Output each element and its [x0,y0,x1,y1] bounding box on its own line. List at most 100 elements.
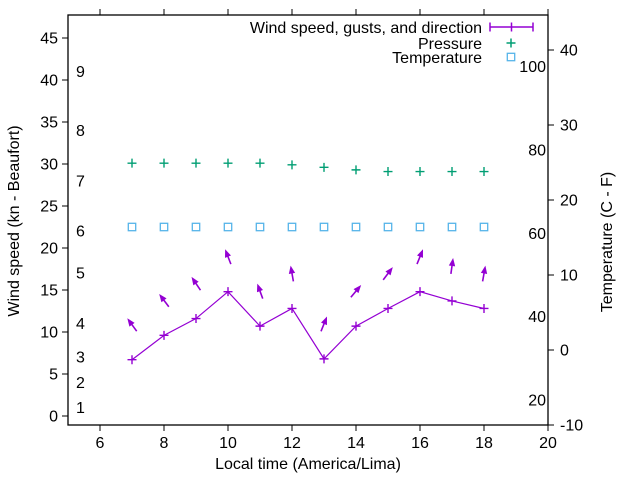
plot-border [67,14,549,426]
pressure-point-marker [255,158,265,168]
beaufort-label: 7 [76,173,85,190]
wind-point-marker [383,303,393,313]
temperature-point-marker [287,222,297,232]
beaufort-label: 6 [76,224,85,241]
arrow-head-icon [191,276,199,286]
pressure-point-marker [127,158,137,168]
wind-direction-arrow [448,257,456,274]
wind-direction-arrow [382,267,393,281]
wind-direction-arrows [127,249,488,332]
kn-tick-label: 30 [40,157,58,174]
legend-wind-label: Wind speed, gusts, and direction [250,20,482,37]
x-tick-label: 12 [283,435,301,452]
wind-speed-line [131,290,485,361]
celsius-tick-label: 0 [560,343,569,360]
celsius-tick-label: 30 [560,118,578,135]
temperature-point-marker [255,222,265,232]
arrow-head-icon [159,293,167,303]
wind-direction-arrow [159,293,170,308]
arrow-head-icon [225,249,231,258]
wind-direction-arrow [191,276,202,291]
wind-point-marker [287,303,297,313]
wind-point-marker [127,355,137,365]
y-axis-right-celsius: -10 0 10 20 30 40 [548,43,583,435]
x-tick-label: 18 [475,435,493,452]
temperature-point-marker [127,222,137,232]
y-axis-left-kn: 0 5 10 15 20 25 30 35 40 45 [40,31,68,426]
arrow-head-icon [448,257,456,267]
arrow-head-icon [480,265,488,275]
celsius-tick-label: 20 [560,193,578,210]
fahrenheit-label: 60 [528,226,546,243]
wind-point-marker [479,303,489,313]
x-tick-label: 6 [96,435,105,452]
pressure-point-marker [415,167,425,177]
pressure-point-marker [479,167,489,177]
wind-point-marker [319,354,329,364]
legend: Wind speed, gusts, and direction Pressur… [250,20,534,67]
arrow-head-icon [321,316,327,326]
wind-point-marker [223,287,233,297]
beaufort-label: 8 [76,123,85,140]
y-axis-left-label: Wind speed (kn - Beaufort) [6,125,23,316]
temperature-point-marker [319,222,329,232]
y-axis-right-label: Temperature (C - F) [599,172,616,312]
kn-tick-label: 10 [40,325,58,342]
temperature-series [127,222,489,232]
legend-wind-sample-icon [489,22,534,32]
beaufort-label: 4 [76,316,85,333]
pressure-point-marker [223,158,233,168]
beaufort-scale: 1 2 3 4 5 6 7 8 9 [76,64,85,417]
x-tick-label: 20 [539,435,557,452]
kn-tick-label: 35 [40,115,58,132]
fahrenheit-label: 100 [519,59,546,76]
celsius-tick-label: 40 [560,43,578,60]
temperature-point-marker [447,222,457,232]
arrow-head-icon [417,249,423,258]
beaufort-label: 1 [76,400,85,417]
wind-direction-arrow [288,265,296,282]
pressure-point-marker [447,167,457,177]
wind-direction-arrow [320,316,327,332]
wind-speed-series [127,287,489,365]
beaufort-label: 9 [76,64,85,81]
kn-tick-label: 20 [40,241,58,258]
pressure-point-marker [159,158,169,168]
arrow-head-icon [385,267,393,276]
wind-point-marker [255,321,265,331]
legend-temperature-label: Temperature [392,50,482,67]
arrow-head-icon [288,265,296,275]
legend-temperature-marker-icon [506,52,516,62]
temperature-point-marker [159,222,169,232]
wind-direction-arrow [127,318,138,332]
pressure-point-marker [287,160,297,170]
x-axis: 6 8 10 12 14 16 18 20 [96,9,557,452]
temperature-point-marker [351,222,361,232]
temperature-point-marker [415,222,425,232]
wind-point-marker [159,330,169,340]
fahrenheit-label: 40 [528,309,546,326]
x-tick-label: 10 [219,435,237,452]
pressure-point-marker [351,165,361,175]
kn-tick-label: 40 [40,73,58,90]
temperature-point-marker [223,222,233,232]
beaufort-label: 5 [76,266,85,283]
wind-point-marker [415,287,425,297]
pressure-point-marker [383,167,393,177]
celsius-tick-label: 10 [560,268,578,285]
celsius-tick-label: -10 [560,418,583,435]
wind-direction-arrow [350,284,362,298]
wind-direction-arrow [225,249,232,265]
kn-tick-label: 25 [40,199,58,216]
fahrenheit-label: 20 [528,393,546,410]
temperature-point-marker [383,222,393,232]
arrow-head-icon [256,283,264,293]
wind-point-marker [191,314,201,324]
kn-tick-label: 5 [49,367,58,384]
kn-tick-label: 45 [40,31,58,48]
wind-point-marker [447,296,457,306]
temperature-point-marker [191,222,201,232]
x-axis-label: Local time (America/Lima) [215,456,401,473]
wind-direction-arrow [416,249,423,265]
